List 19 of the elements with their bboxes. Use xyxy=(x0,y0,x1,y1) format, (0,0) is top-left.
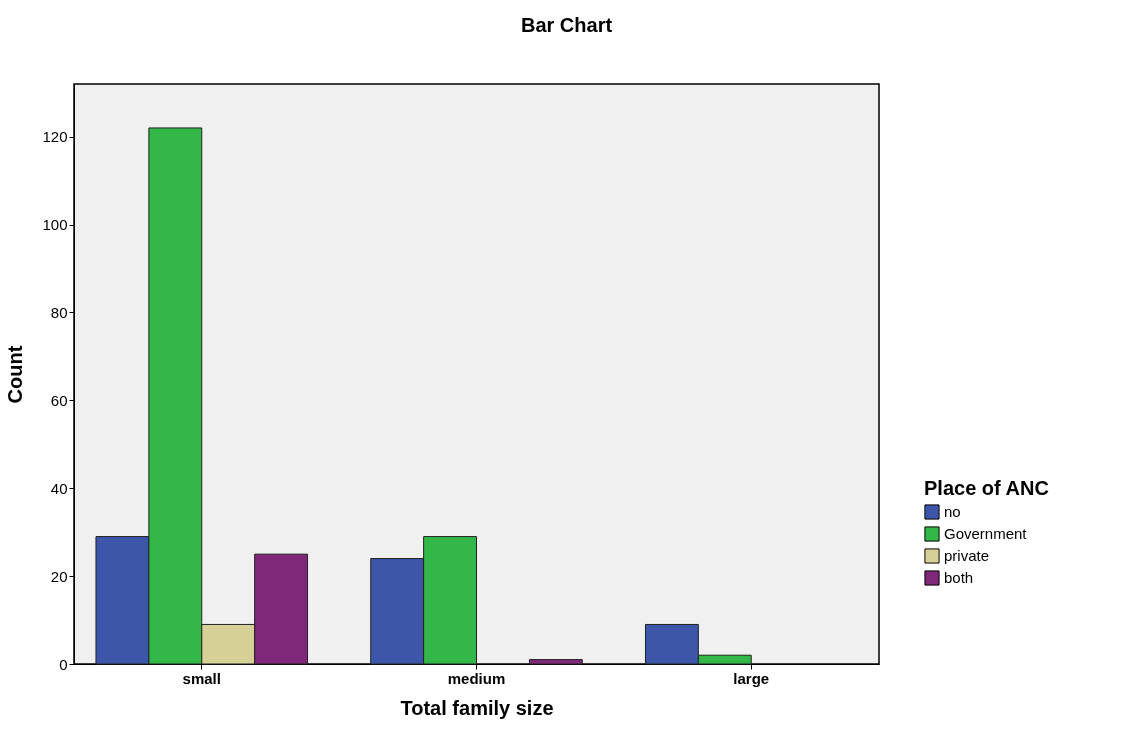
y-tick-label: 80 xyxy=(50,303,68,321)
x-tick-label: medium xyxy=(447,669,506,687)
legend-label: both xyxy=(944,569,974,586)
y-tick-label: 40 xyxy=(50,479,68,497)
x-tick-label: small xyxy=(182,669,221,687)
legend-label: no xyxy=(944,503,961,520)
y-tick-label: 0 xyxy=(59,655,68,673)
x-tick-label: large xyxy=(733,669,770,687)
legend-label: Government xyxy=(944,525,1028,542)
y-tick-label: 120 xyxy=(42,128,68,146)
chart-title: Bar Chart xyxy=(520,14,613,36)
y-tick-label: 20 xyxy=(50,567,68,585)
y-tick-label: 60 xyxy=(50,391,68,409)
bar xyxy=(528,659,583,665)
legend-label: private xyxy=(944,547,990,564)
y-tick-label: 100 xyxy=(42,216,68,234)
x-axis-title: Total family size xyxy=(400,696,554,719)
y-axis-title: Count xyxy=(4,345,27,404)
legend-title: Place of ANC xyxy=(924,477,1049,499)
